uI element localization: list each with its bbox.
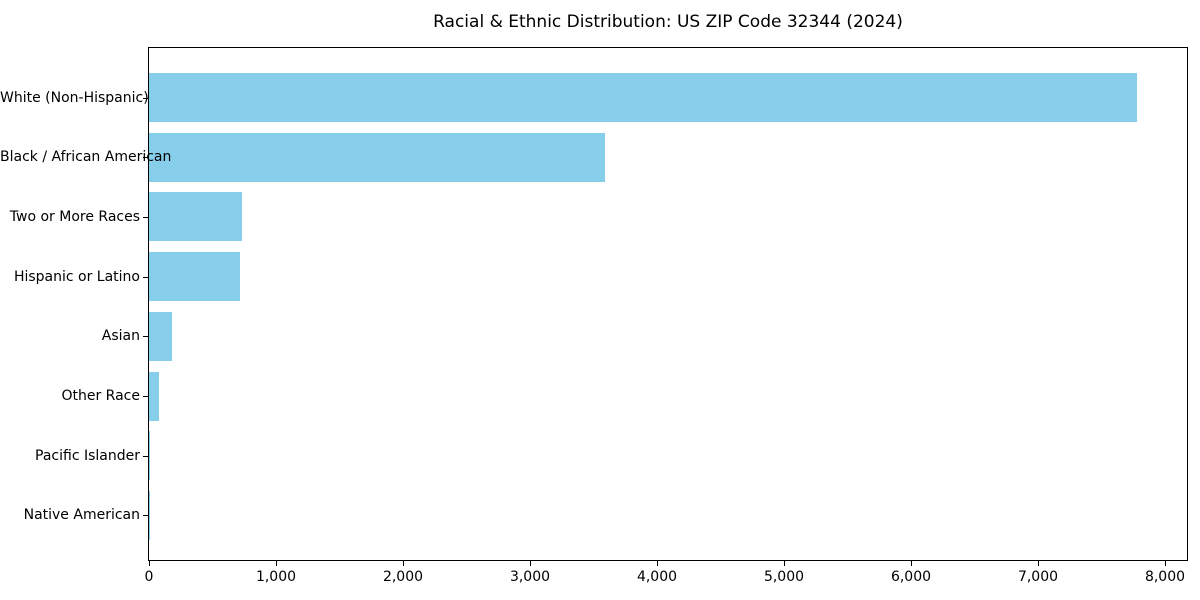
bar-hispanic-or-latino bbox=[149, 252, 240, 302]
x-tick-mark bbox=[149, 561, 150, 566]
bar-black-african-american bbox=[149, 132, 606, 182]
y-tick-label-asian: Asian bbox=[101, 328, 140, 345]
x-tick-label-8000: 8,000 bbox=[1144, 569, 1186, 585]
x-tick-mark bbox=[784, 561, 785, 566]
x-tick-mark bbox=[911, 561, 912, 566]
x-tick-mark bbox=[1165, 561, 1166, 566]
x-tick-label-1000: 1,000 bbox=[255, 569, 297, 585]
y-tick-label-hispanic-or-latino: Hispanic or Latino bbox=[13, 268, 140, 285]
x-tick-mark bbox=[1038, 561, 1039, 566]
x-tick-label-0: 0 bbox=[144, 569, 154, 585]
y-tick-label-black-african-american: Black / African American bbox=[0, 149, 172, 166]
y-tick-label-two-or-more-races: Two or More Races bbox=[9, 208, 140, 225]
y-tick-mark bbox=[143, 396, 148, 397]
bar-other-race bbox=[149, 371, 160, 421]
y-tick-mark bbox=[143, 157, 148, 158]
x-tick-label-7000: 7,000 bbox=[1017, 569, 1059, 585]
y-tick-label-pacific-islander: Pacific Islander bbox=[35, 447, 140, 464]
x-tick-label-5000: 5,000 bbox=[763, 569, 805, 585]
x-tick-label-6000: 6,000 bbox=[890, 569, 932, 585]
chart-title: Racial & Ethnic Distribution: US ZIP Cod… bbox=[433, 12, 903, 32]
bar-asian bbox=[149, 311, 173, 361]
y-tick-mark bbox=[143, 515, 148, 516]
x-tick-mark bbox=[657, 561, 658, 566]
bar-pacific-islander bbox=[149, 431, 150, 481]
bar-two-or-more-races bbox=[149, 192, 242, 242]
x-tick-mark bbox=[276, 561, 277, 566]
x-tick-mark bbox=[403, 561, 404, 566]
x-tick-mark bbox=[530, 561, 531, 566]
y-tick-mark bbox=[143, 456, 148, 457]
x-tick-label-3000: 3,000 bbox=[509, 569, 551, 585]
x-tick-label-2000: 2,000 bbox=[382, 569, 424, 585]
y-tick-label-native-american: Native American bbox=[23, 507, 140, 524]
x-tick-label-4000: 4,000 bbox=[636, 569, 678, 585]
bar-white-non-hispanic bbox=[149, 73, 1137, 122]
y-tick-mark bbox=[143, 217, 148, 218]
y-tick-label-other-race: Other Race bbox=[61, 388, 140, 404]
y-tick-mark bbox=[143, 336, 148, 337]
y-tick-label-white-non-hispanic: White (Non-Hispanic) bbox=[0, 89, 149, 106]
y-tick-mark bbox=[143, 98, 148, 99]
y-tick-mark bbox=[143, 277, 148, 278]
plot-area bbox=[148, 47, 1188, 561]
